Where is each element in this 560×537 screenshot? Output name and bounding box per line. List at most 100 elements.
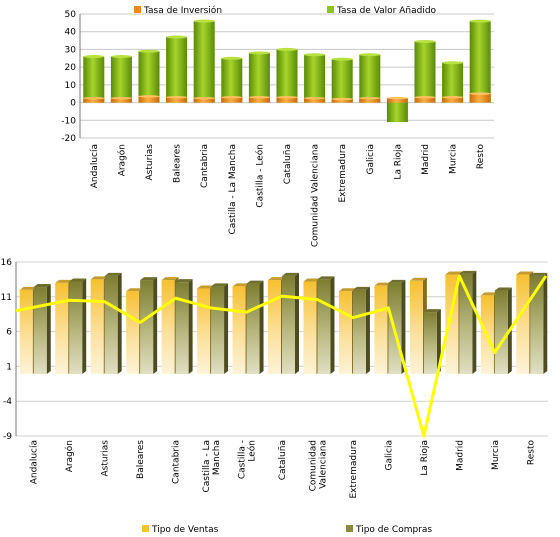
bar-cap-tasa-inversion-aragon bbox=[110, 96, 132, 100]
bar-top-tipo-de-ventas-andalucia bbox=[19, 286, 37, 290]
bar-tasa-inversion-aragon bbox=[110, 98, 132, 103]
bar-tipo-de-compras-baleares bbox=[140, 280, 154, 374]
bar-top-tipo-de-compras-cantabria bbox=[175, 279, 193, 283]
legend-swatch-tipo-ventas bbox=[142, 525, 149, 532]
trend-line bbox=[15, 274, 548, 438]
bottom-category-label: Aragón bbox=[64, 440, 75, 472]
bar-top-tipo-de-ventas-castilla-la-mancha bbox=[197, 285, 215, 289]
bar-tipo-de-ventas-castilla-la-mancha bbox=[197, 288, 211, 374]
bar-tipo-de-ventas-extremadura bbox=[338, 291, 352, 374]
bar-tipo-de-compras-andalucia bbox=[33, 287, 47, 374]
bar-tipo-de-compras-cataluna bbox=[282, 275, 295, 374]
bar-cap-tasa-valor-anadido-cataluna bbox=[276, 47, 298, 51]
bar-tasa-inversion-castilla-leon bbox=[248, 97, 270, 103]
bottom-category-label: ComunidadValenciana bbox=[308, 440, 328, 491]
bottom-category-label-line: Andalucía bbox=[30, 440, 40, 484]
bar-tipo-de-ventas-baleares bbox=[126, 291, 140, 374]
bar-tasa-valor-anadido-baleares bbox=[166, 37, 188, 103]
top-y-tick-label: -20 bbox=[61, 134, 76, 144]
bottom-category-label-line: Valenciana bbox=[318, 440, 328, 489]
bottom-category-label-line: Mancha bbox=[212, 440, 222, 475]
bottom-category-label: Castilla - LaMancha bbox=[202, 440, 222, 493]
legend-label-tasa-valor-anadido: Tasa de Valor Añadido bbox=[336, 6, 437, 16]
bar-tasa-inversion-andalucia bbox=[83, 98, 105, 103]
bar-tipo-de-compras-asturias bbox=[104, 275, 118, 374]
investment-value-added-chart: -20 -10 0 10 20 30 40 50 Andalucía Aragón Asturia… bbox=[61, 5, 494, 247]
bar-top-tipo-de-compras-andalucia bbox=[33, 284, 51, 288]
bar-tasa-inversion-asturias bbox=[138, 96, 160, 103]
bar-tasa-valor-anadido-extremadura bbox=[331, 59, 353, 103]
bar-tasa-inversion-cantabria bbox=[193, 98, 215, 103]
bar-tasa-valor-anadido-castilla-leon bbox=[248, 52, 270, 103]
bar-top-tipo-de-ventas-baleares bbox=[126, 288, 144, 292]
bar-cap-tasa-valor-anadido-andalucia bbox=[83, 55, 105, 59]
bottom-category-label-line: Comunidad bbox=[308, 440, 318, 491]
top-category-labels: Andalucía Aragón Asturias Baleares Cantabria… bbox=[90, 144, 486, 248]
bar-tasa-valor-anadido-castilla-la-mancha bbox=[221, 58, 243, 103]
bar-tipo-de-compras-castilla-leon bbox=[246, 283, 260, 374]
bottom-y-tick-label: 6 bbox=[6, 328, 12, 338]
bar-tasa-valor-anadido-galicia bbox=[359, 54, 381, 103]
bar-cap-tasa-inversion-andalucia bbox=[83, 96, 105, 100]
bar-top-tipo-de-ventas-castilla-leon bbox=[232, 283, 250, 287]
bottom-category-label: Cantabria bbox=[172, 440, 182, 484]
bar-cap-tasa-inversion-extremadura bbox=[331, 97, 353, 101]
bottom-category-label: Madrid bbox=[455, 440, 465, 471]
bar-top-tipo-de-ventas-resto bbox=[516, 271, 534, 275]
bar-tipo-de-compras-comunidad-valenciana bbox=[317, 279, 331, 374]
bottom-y-tick-label: 16 bbox=[1, 258, 13, 268]
bar-tipo-de-compras-murcia bbox=[494, 290, 508, 374]
bar-top-tipo-de-compras-castilla-la-mancha bbox=[211, 283, 229, 287]
top-category-label: Castilla - León bbox=[254, 144, 265, 208]
bar-cap-tasa-valor-anadido-castilla-la-mancha bbox=[221, 56, 243, 60]
bar-side-tipo-de-compras-extremadura bbox=[365, 286, 370, 374]
bar-tasa-inversion-la-rioja bbox=[386, 98, 408, 103]
top-category-label: Madrid bbox=[421, 144, 431, 175]
bar-tasa-valor-anadido-aragon bbox=[110, 56, 132, 103]
top-legend: Tasa de Inversión Tasa de Valor Añadido bbox=[134, 5, 437, 16]
bar-tasa-valor-anadido-murcia bbox=[442, 62, 464, 103]
bar-top-tipo-de-compras-cataluna bbox=[282, 272, 299, 276]
bottom-category-label-line: León bbox=[247, 440, 258, 462]
bottom-bars bbox=[19, 270, 548, 374]
legend-swatch-tasa-valor-anadido bbox=[327, 6, 334, 13]
bar-tasa-inversion-murcia bbox=[442, 97, 464, 103]
bar-side-tipo-de-compras-resto bbox=[543, 272, 548, 374]
bar-side-tipo-de-compras-cantabria bbox=[188, 279, 193, 374]
bottom-legend: Tipo de Ventas Tipo de Compras bbox=[142, 525, 432, 535]
bar-top-tipo-de-compras-resto bbox=[530, 272, 548, 276]
bottom-category-label-line: Galicia bbox=[384, 440, 394, 470]
bottom-y-tick-label: -4 bbox=[3, 397, 12, 407]
bar-cap-tasa-inversion-la-rioja bbox=[386, 96, 408, 100]
bar-side-tipo-de-compras-galicia bbox=[401, 279, 406, 374]
bar-top-tipo-de-compras-galicia bbox=[388, 279, 406, 283]
top-category-label: Comunidad Valenciana bbox=[311, 144, 321, 247]
bar-cap-tasa-valor-anadido-asturias bbox=[138, 49, 160, 53]
bar-top-tipo-de-ventas-aragon bbox=[55, 279, 73, 283]
bar-top-tipo-de-ventas-comunidad-valenciana bbox=[303, 278, 321, 282]
legend-swatch-tipo-compras bbox=[346, 525, 353, 532]
bar-tipo-de-ventas-cataluna bbox=[268, 280, 281, 374]
top-y-axis: -20 -10 0 10 20 30 40 50 bbox=[61, 10, 81, 144]
bar-side-tipo-de-compras-castilla-la-mancha bbox=[224, 283, 229, 374]
bar-tipo-de-ventas-cantabria bbox=[161, 280, 175, 374]
bar-side-tipo-de-compras-aragon bbox=[82, 278, 87, 374]
bottom-category-label-line: Cantabria bbox=[172, 440, 182, 484]
bottom-category-label-line: Extremadura bbox=[349, 440, 359, 499]
top-category-label: Resto bbox=[476, 144, 486, 170]
bar-tasa-inversion-madrid bbox=[414, 97, 436, 103]
bar-cap-tasa-valor-anadido-murcia bbox=[442, 61, 464, 65]
bar-top-tipo-de-compras-aragon bbox=[69, 278, 87, 282]
top-category-label: Baleares bbox=[173, 144, 183, 183]
bar-top-tipo-de-ventas-galicia bbox=[374, 282, 392, 286]
bottom-category-label-line: Murcia bbox=[491, 440, 501, 470]
top-bars bbox=[83, 19, 491, 123]
bottom-category-label: Castilla -León bbox=[238, 440, 258, 479]
bar-top-tipo-de-ventas-la-rioja bbox=[409, 277, 427, 281]
bar-tipo-de-compras-aragon bbox=[69, 281, 83, 374]
top-category-label: Asturias bbox=[145, 144, 155, 181]
bottom-category-label-line: Cataluña bbox=[278, 440, 288, 480]
bar-tasa-inversion-comunidad-valenciana bbox=[304, 98, 326, 103]
